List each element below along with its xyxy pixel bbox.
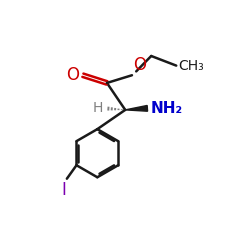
Text: O: O — [66, 66, 79, 84]
Text: NH₂: NH₂ — [151, 101, 183, 116]
Text: I: I — [62, 181, 66, 199]
Text: CH₃: CH₃ — [178, 58, 204, 72]
Text: O: O — [133, 56, 146, 74]
Text: H: H — [92, 101, 103, 115]
Polygon shape — [125, 106, 148, 111]
